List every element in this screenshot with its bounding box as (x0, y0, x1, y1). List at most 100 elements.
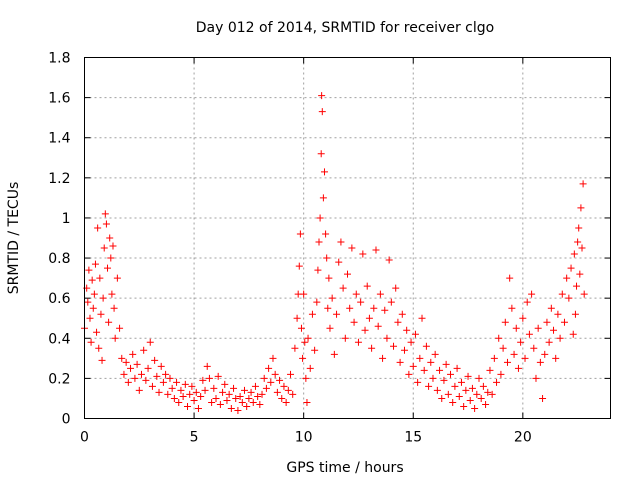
data-point (579, 180, 587, 188)
data-point (247, 388, 255, 396)
data-point (571, 310, 579, 318)
data-point (449, 398, 457, 406)
data-point (273, 388, 281, 396)
data-point (468, 384, 476, 392)
data-point (387, 298, 395, 306)
data-point (320, 168, 328, 176)
data-point (577, 204, 585, 212)
data-point (116, 324, 124, 332)
data-point (153, 372, 161, 380)
data-point (330, 350, 338, 358)
data-point (560, 318, 568, 326)
data-point (580, 290, 588, 298)
data-point (442, 360, 450, 368)
data-point (514, 364, 522, 372)
data-point (558, 290, 566, 298)
y-tick-label: 0.6 (48, 291, 70, 307)
data-point (539, 394, 547, 402)
data-point (506, 274, 514, 282)
y-tick-label: 1.2 (48, 171, 70, 187)
data-point (105, 318, 113, 326)
x-axis-title: GPS time / hours (286, 460, 403, 476)
data-point (225, 390, 233, 398)
y-tick-label: 0.4 (48, 331, 70, 347)
data-point (372, 246, 380, 254)
data-point (460, 402, 468, 410)
data-point (287, 370, 295, 378)
data-point (120, 370, 128, 378)
data-point (179, 392, 187, 400)
data-point (525, 330, 533, 338)
data-point (479, 382, 487, 390)
chart-title: Day 012 of 2014, SRMTID for receiver clg… (196, 20, 494, 36)
data-point (236, 392, 244, 400)
data-point (541, 350, 549, 358)
data-point (578, 244, 586, 252)
data-point (276, 376, 284, 384)
data-point (278, 394, 286, 402)
data-point (155, 388, 163, 396)
data-point (411, 330, 419, 338)
data-point (337, 238, 345, 246)
data-point (482, 400, 490, 408)
x-tick-label: 20 (514, 430, 532, 446)
data-point (135, 386, 143, 394)
data-point (385, 256, 393, 264)
data-point (570, 250, 578, 258)
x-tick-label: 5 (190, 430, 199, 446)
data-point (455, 392, 463, 400)
data-point (554, 310, 562, 318)
y-tick-label: 0.2 (48, 371, 70, 387)
data-point (394, 318, 402, 326)
data-point (574, 238, 582, 246)
y-tick-label: 1 (62, 211, 71, 227)
data-point (346, 304, 354, 312)
data-point (418, 314, 426, 322)
data-point (234, 406, 242, 414)
data-point (170, 394, 178, 402)
data-point (88, 276, 96, 284)
axis-ticks (84, 57, 611, 419)
data-point (258, 390, 266, 398)
data-point (352, 290, 360, 298)
data-point (137, 370, 145, 378)
data-point (451, 382, 459, 390)
data-point (297, 324, 305, 332)
data-point (302, 374, 310, 382)
data-point (563, 274, 571, 282)
data-point (101, 210, 109, 218)
data-point (438, 394, 446, 402)
x-tick-label: 0 (80, 430, 89, 446)
data-point (197, 392, 205, 400)
data-point (547, 304, 555, 312)
data-point (576, 270, 584, 278)
data-point (403, 326, 411, 334)
data-point (216, 400, 224, 408)
data-point (316, 214, 324, 222)
data-point (407, 338, 415, 346)
data-point (471, 404, 479, 412)
data-point (240, 386, 248, 394)
data-point (324, 304, 332, 312)
data-point (383, 334, 391, 342)
data-point (190, 396, 198, 404)
data-point (109, 242, 117, 250)
data-point (370, 304, 378, 312)
data-point (565, 294, 573, 302)
data-points (81, 92, 588, 414)
data-point (573, 282, 581, 290)
data-point (477, 394, 485, 402)
data-point (245, 394, 253, 402)
data-point (212, 394, 220, 402)
data-point (146, 338, 154, 346)
data-point (490, 354, 498, 362)
data-point (251, 382, 259, 390)
data-point (168, 384, 176, 392)
data-point (111, 334, 119, 342)
data-point (219, 388, 227, 396)
data-point (306, 364, 314, 372)
data-point (379, 354, 387, 362)
data-point (284, 386, 292, 394)
data-point (186, 390, 194, 398)
data-point (173, 378, 181, 386)
